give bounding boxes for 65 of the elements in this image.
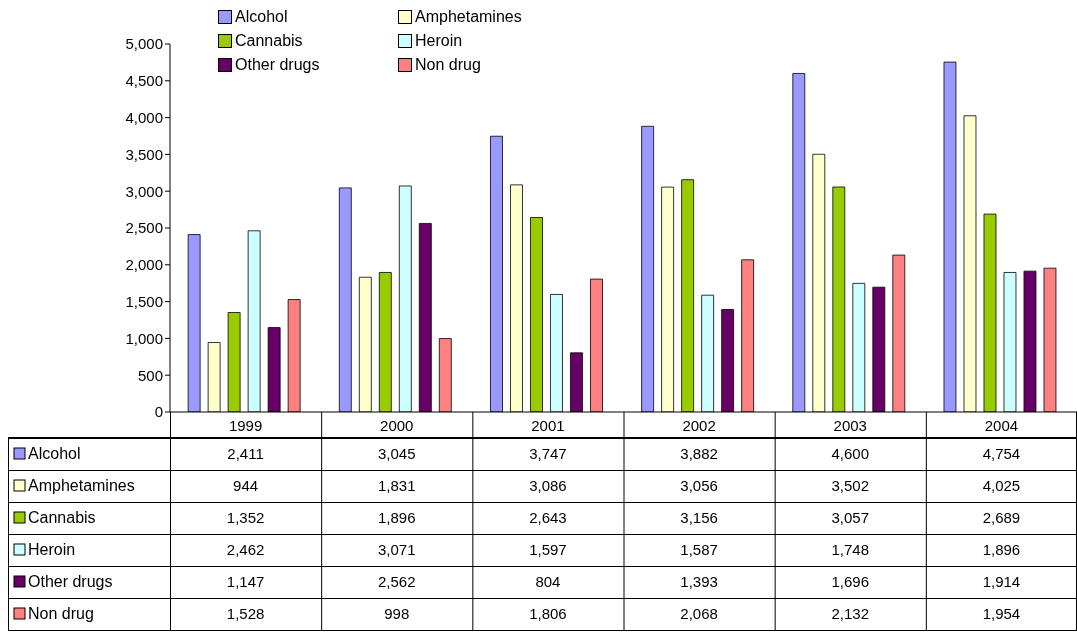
data-label: 4,754 bbox=[982, 445, 1021, 462]
data-label: 4,600 bbox=[831, 445, 870, 462]
data-label: 1,748 bbox=[831, 541, 870, 558]
data-label: 2,411 bbox=[227, 445, 264, 462]
data-label: 1,696 bbox=[831, 573, 870, 590]
y-tick-label: 500 bbox=[137, 366, 163, 384]
text: Non drug bbox=[28, 605, 94, 622]
y-tick-label: 0 bbox=[154, 403, 163, 421]
legend-label: Non drug bbox=[415, 56, 481, 74]
data-label: 998 bbox=[384, 605, 410, 622]
data-label: 1,352 bbox=[226, 509, 265, 526]
data-label: 2,462 bbox=[226, 541, 265, 558]
y-tick-label: 3,000 bbox=[125, 182, 163, 200]
data-label: 3,086 bbox=[529, 477, 567, 494]
data-label: 1,806 bbox=[529, 605, 567, 622]
x-tick-label: 1999 bbox=[228, 416, 263, 434]
legend-label: Heroin bbox=[415, 32, 463, 50]
x-tick-label: 2003 bbox=[833, 416, 867, 434]
legend-label: Amphetamines bbox=[415, 8, 522, 26]
data-label: 2,643 bbox=[529, 509, 567, 526]
x-tick-label: 2001 bbox=[531, 416, 565, 434]
y-tick-label: 1,500 bbox=[125, 292, 163, 310]
x-tick-label: 2002 bbox=[682, 416, 716, 434]
data-label: 1,954 bbox=[982, 605, 1021, 622]
y-tick-label: 4,000 bbox=[125, 108, 163, 126]
data-label: 2,068 bbox=[680, 605, 718, 622]
data-label: 944 bbox=[233, 477, 259, 494]
y-tick-label: 1,000 bbox=[125, 329, 163, 347]
data-label: 4,025 bbox=[982, 477, 1021, 494]
data-label: 2,689 bbox=[982, 509, 1021, 526]
data-label: 3,071 bbox=[377, 541, 416, 558]
data-label: 3,747 bbox=[529, 445, 567, 462]
data-label: 804 bbox=[535, 573, 561, 590]
data-label: 3,502 bbox=[831, 477, 870, 494]
text: Heroin bbox=[28, 541, 76, 558]
data-label: 1,914 bbox=[982, 573, 1021, 590]
text: Cannabis bbox=[28, 509, 96, 526]
data-label: 2,562 bbox=[377, 573, 416, 590]
legend-label: Alcohol bbox=[235, 8, 288, 26]
data-label: 3,156 bbox=[680, 509, 718, 526]
data-label: 1,896 bbox=[982, 541, 1021, 558]
data-label: 1,393 bbox=[680, 573, 718, 590]
data-label: 3,057 bbox=[831, 509, 870, 526]
text: Other drugs bbox=[28, 573, 113, 590]
legend-label: Other drugs bbox=[235, 56, 320, 74]
data-label: 3,045 bbox=[377, 445, 416, 462]
data-label: 1,147 bbox=[226, 573, 265, 590]
data-label: 1,528 bbox=[226, 605, 265, 622]
data-label: 3,056 bbox=[680, 477, 718, 494]
data-label: 3,882 bbox=[680, 445, 718, 462]
y-tick-label: 3,500 bbox=[125, 145, 163, 163]
y-tick-label: 2,000 bbox=[125, 256, 163, 274]
x-tick-label: 2000 bbox=[380, 416, 414, 434]
text: Amphetamines bbox=[28, 477, 135, 494]
data-label: 1,896 bbox=[377, 509, 416, 526]
data-label: 1,587 bbox=[680, 541, 718, 558]
data-label: 1,597 bbox=[529, 541, 567, 558]
data-label: 1,831 bbox=[377, 477, 416, 494]
legend-label: Cannabis bbox=[235, 32, 303, 50]
text: Alcohol bbox=[28, 445, 81, 462]
data-label: 2,132 bbox=[831, 605, 870, 622]
y-tick-label: 5,000 bbox=[125, 35, 163, 53]
y-tick-label: 4,500 bbox=[125, 72, 163, 90]
y-tick-label: 2,500 bbox=[125, 219, 163, 237]
x-tick-label: 2004 bbox=[984, 416, 1019, 434]
